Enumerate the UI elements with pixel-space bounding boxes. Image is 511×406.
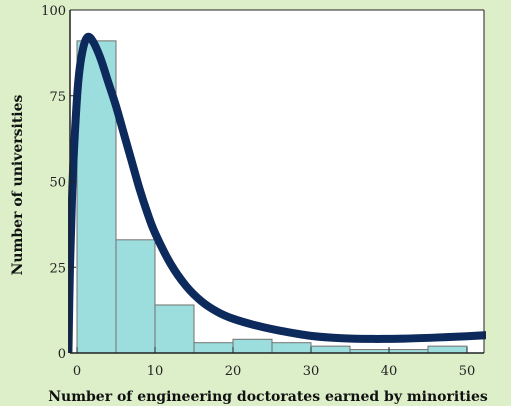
x-tick-label: 0	[73, 364, 81, 379]
y-axis-label: Number of universities	[10, 94, 26, 275]
y-tick-label: 100	[41, 4, 66, 19]
histogram-bar-5	[271, 342, 312, 354]
histogram-bar-3	[193, 342, 234, 354]
fitted-curve	[68, 32, 486, 353]
x-axis-label: Number of engineering doctorates earned …	[48, 389, 488, 405]
histogram-bar-9	[427, 345, 468, 354]
x-tick-label: 50	[459, 364, 476, 379]
y-tick-label: 0	[58, 347, 66, 362]
y-tick-label: 25	[49, 261, 66, 276]
y-tick-label: 75	[49, 90, 66, 105]
x-tick-label: 10	[147, 364, 164, 379]
histogram-bar-4	[232, 338, 273, 354]
x-ticks-group: 0 10 20 30 40 50	[73, 347, 475, 379]
histogram-bar-1	[115, 239, 156, 354]
histogram-bar-6	[310, 345, 351, 354]
x-tick-label: 30	[303, 364, 320, 379]
x-tick-label: 40	[381, 364, 398, 379]
x-tick-label: 20	[225, 364, 242, 379]
histogram-bar-2	[154, 304, 195, 354]
y-tick-label: 50	[49, 176, 66, 191]
y-ticks-group: 0 25 50 75 100	[41, 4, 76, 362]
